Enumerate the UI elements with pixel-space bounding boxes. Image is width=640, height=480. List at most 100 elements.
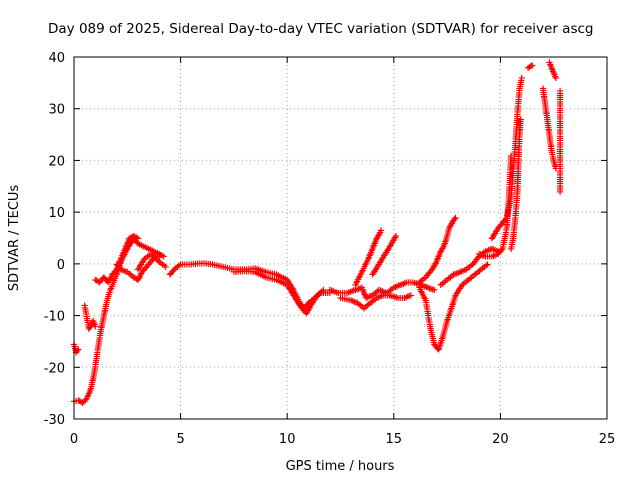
series-track-4: ++++++++++++++++++++++++++++++++++++++++… — [91, 231, 142, 289]
data-point: + — [283, 280, 291, 291]
data-point: + — [313, 290, 321, 301]
data-point: + — [443, 231, 451, 242]
data-point: + — [232, 265, 240, 276]
data-point: + — [516, 122, 524, 133]
data-point: + — [361, 291, 369, 302]
data-point: + — [412, 278, 420, 289]
data-point: + — [219, 262, 227, 273]
data-point: + — [433, 343, 441, 354]
data-point: + — [245, 266, 253, 277]
data-point: + — [442, 318, 450, 329]
data-point: + — [191, 259, 199, 270]
data-point: + — [380, 287, 388, 298]
data-point: + — [439, 330, 447, 341]
data-point: + — [539, 85, 547, 96]
data-point: + — [148, 255, 156, 266]
data-point: + — [512, 122, 520, 133]
data-point: + — [445, 223, 453, 234]
data-point: + — [217, 261, 225, 272]
data-point: + — [85, 324, 93, 335]
data-point: + — [512, 130, 520, 141]
data-point: + — [510, 149, 518, 160]
data-point: + — [386, 240, 394, 251]
data-point: + — [105, 287, 113, 298]
data-point: + — [284, 277, 292, 288]
data-point: + — [215, 261, 223, 272]
data-point: + — [452, 268, 460, 279]
data-point: + — [355, 273, 363, 284]
data-point: + — [450, 294, 458, 305]
data-point: + — [290, 287, 298, 298]
data-point: + — [511, 136, 519, 147]
data-point: + — [486, 252, 494, 263]
data-point: + — [468, 259, 476, 270]
data-point: + — [314, 290, 322, 301]
data-point: + — [160, 261, 168, 272]
data-point: + — [460, 265, 468, 276]
data-point: + — [131, 232, 139, 243]
series-track-10: ++++++++++++++++++++++++++++++++++++++++… — [336, 290, 415, 314]
data-point: + — [373, 232, 381, 243]
data-point: + — [132, 236, 140, 247]
data-point: + — [516, 118, 524, 129]
data-point: + — [385, 242, 393, 253]
data-point: + — [543, 115, 551, 126]
data-point: + — [121, 244, 129, 255]
data-point: + — [175, 261, 183, 272]
data-point: + — [74, 345, 82, 356]
data-point: + — [268, 274, 276, 285]
data-point: + — [543, 113, 551, 124]
data-point: + — [136, 240, 144, 251]
data-point: + — [454, 268, 462, 279]
data-point: + — [498, 244, 506, 255]
data-point: + — [512, 204, 520, 215]
data-point: + — [425, 315, 433, 326]
data-point: + — [443, 229, 451, 240]
data-point: + — [418, 275, 426, 286]
data-point: + — [438, 279, 446, 290]
data-point: + — [510, 221, 518, 232]
data-point: + — [242, 264, 250, 275]
data-point: + — [236, 266, 244, 277]
data-point: + — [150, 246, 158, 257]
data-point: + — [83, 313, 91, 324]
data-point: + — [95, 339, 103, 350]
data-point: + — [507, 186, 515, 197]
data-point: + — [96, 329, 104, 340]
data-point: + — [157, 258, 165, 269]
data-point: + — [441, 237, 449, 248]
data-point: + — [367, 247, 375, 258]
data-point: + — [505, 202, 513, 213]
data-point: + — [88, 318, 96, 329]
data-point: + — [441, 324, 449, 335]
data-point: + — [371, 288, 379, 299]
data-point: + — [556, 142, 564, 153]
data-point: + — [279, 273, 287, 284]
data-point: + — [451, 269, 459, 280]
data-point: + — [132, 274, 140, 285]
data-point: + — [344, 287, 352, 298]
data-point: + — [134, 265, 142, 276]
series-track-13: ++++++++++++++++++++++++++++++++++++++++… — [415, 259, 492, 355]
data-point: + — [283, 275, 291, 286]
data-point: + — [464, 275, 472, 286]
data-point: + — [146, 245, 154, 256]
data-point: + — [123, 239, 131, 250]
data-point: + — [354, 275, 362, 286]
data-point: + — [111, 266, 119, 277]
data-point: + — [556, 114, 564, 125]
series-track-12: ++++++++++++++++++++++++ — [368, 231, 400, 281]
data-point: + — [512, 134, 520, 145]
data-point: + — [407, 277, 415, 288]
data-point: + — [544, 120, 552, 131]
data-point: + — [354, 284, 362, 295]
data-point: + — [82, 307, 90, 318]
data-point: + — [389, 291, 397, 302]
data-point: + — [253, 268, 261, 279]
data-point: + — [371, 265, 379, 276]
data-point: + — [90, 318, 98, 329]
data-point: + — [115, 259, 123, 270]
data-point: + — [376, 258, 384, 269]
data-point: + — [357, 269, 365, 280]
data-point: + — [143, 252, 151, 263]
